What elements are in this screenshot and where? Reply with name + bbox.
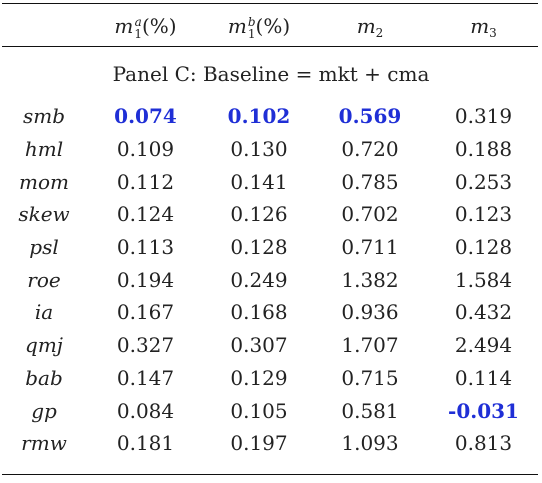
column-header-m1b: m b 1 (%) — [227, 14, 291, 41]
table-cell: 1.093 — [341, 431, 399, 456]
table-row: rmw 0.181 0.197 1.093 0.813 — [0, 427, 542, 460]
table-cell: 0.181 — [116, 431, 175, 456]
table-cell: 0.128 — [230, 235, 288, 260]
table-cell: 0.102 — [227, 104, 291, 129]
table-cell: 0.109 — [116, 137, 175, 162]
table-cell: 0.084 — [116, 398, 175, 423]
row-label: qmj — [25, 333, 63, 358]
table-cell: 0.167 — [116, 300, 175, 325]
table-cell: 0.253 — [454, 169, 513, 194]
table-cell: 0.813 — [454, 431, 513, 456]
table-cell: 1.584 — [454, 267, 513, 292]
row-label: smb — [22, 104, 66, 129]
table-cell: 0.168 — [230, 300, 288, 325]
row-label: roe — [27, 267, 61, 292]
table-cell: 0.936 — [341, 300, 399, 325]
table-row: smb 0.074 0.102 0.569 0.319 — [0, 100, 542, 133]
table-row: roe 0.194 0.249 1.382 1.584 — [0, 263, 542, 296]
table-cell: 0.113 — [116, 235, 175, 260]
results-table: m a 1 (%) m b 1 (%) m2 m3 Panel C: Baseline = … — [0, 8, 542, 460]
table-cell: 0.197 — [230, 431, 288, 456]
top-rule — [2, 3, 538, 5]
table-cell: 0.569 — [338, 104, 402, 129]
table-cell: 0.126 — [230, 202, 288, 227]
bottom-rule — [2, 474, 538, 476]
column-header-m1a: m a 1 (%) — [114, 14, 177, 41]
table-cell: 0.124 — [116, 202, 175, 227]
row-label: ia — [34, 300, 54, 325]
table-cell: 2.494 — [454, 333, 513, 358]
row-label: mom — [19, 169, 69, 194]
table-cell: 0.702 — [341, 202, 399, 227]
table-row: qmj 0.327 0.307 1.707 2.494 — [0, 329, 542, 362]
row-label: bab — [25, 365, 63, 390]
table-cell: 0.785 — [341, 169, 399, 194]
table-cell: 0.141 — [230, 169, 288, 194]
table-cell: 0.711 — [341, 235, 399, 260]
table-cell: 0.188 — [454, 137, 513, 162]
table-cell: 0.432 — [454, 300, 513, 325]
table-cell: 0.112 — [116, 169, 175, 194]
table-row: psl 0.113 0.128 0.711 0.128 — [0, 231, 542, 264]
table-row: skew 0.124 0.126 0.702 0.123 — [0, 198, 542, 231]
table-cell: 0.307 — [230, 333, 288, 358]
table-cell: 1.707 — [341, 333, 399, 358]
column-header-m3: m3 — [470, 14, 497, 40]
table-cell: 0.130 — [230, 137, 288, 162]
row-label: rmw — [21, 431, 67, 456]
table-cell: 0.581 — [341, 398, 399, 423]
row-label: hml — [24, 137, 64, 162]
table-row: hml 0.109 0.130 0.720 0.188 — [0, 133, 542, 166]
header-rule — [2, 46, 538, 47]
table-cell: 0.114 — [454, 365, 513, 390]
table-row: bab 0.147 0.129 0.715 0.114 — [0, 362, 542, 395]
table-row: mom 0.112 0.141 0.785 0.253 — [0, 165, 542, 198]
row-label: psl — [29, 235, 59, 260]
table-cell: 0.194 — [116, 267, 175, 292]
table-cell: 0.123 — [454, 202, 513, 227]
table-cell: 0.720 — [341, 137, 399, 162]
row-label: gp — [31, 398, 57, 423]
table-cell: 0.129 — [230, 365, 288, 390]
table-cell: 0.147 — [116, 365, 175, 390]
table-cell: 0.715 — [341, 365, 399, 390]
header-row: m a 1 (%) m b 1 (%) m2 m3 — [0, 8, 542, 46]
table-cell: 0.074 — [114, 104, 177, 129]
table-row: gp 0.084 0.105 0.581 -0.031 — [0, 394, 542, 427]
header-empty-cell — [0, 8, 88, 46]
table-cell: 0.327 — [116, 333, 175, 358]
panel-title: Panel C: Baseline = mkt + cma — [112, 62, 430, 86]
table-cell: 0.319 — [454, 104, 513, 129]
column-header-m2: m2 — [356, 14, 384, 40]
table-cell: 0.128 — [454, 235, 513, 260]
row-label: skew — [18, 202, 70, 227]
table-cell: -0.031 — [448, 398, 519, 423]
table-cell: 1.382 — [341, 267, 399, 292]
table-row: ia 0.167 0.168 0.936 0.432 — [0, 296, 542, 329]
panel-row: Panel C: Baseline = mkt + cma — [0, 46, 542, 100]
table-cell: 0.105 — [230, 398, 288, 423]
table-cell: 0.249 — [230, 267, 288, 292]
